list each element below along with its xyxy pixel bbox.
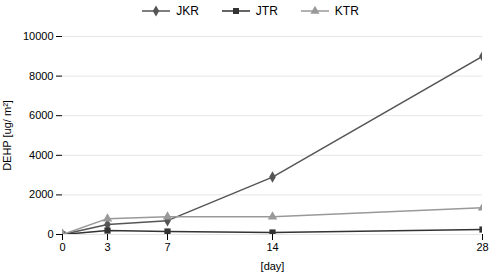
svg-text:10000: 10000 <box>23 30 54 42</box>
svg-text:0: 0 <box>59 241 65 253</box>
html-text:KTR: KTR <box>334 4 359 18</box>
svg-text:3: 3 <box>104 241 110 253</box>
html-text:JTR: JTR <box>255 4 278 18</box>
html-text:JKR: JKR <box>176 4 199 18</box>
svg-text:[day]: [day] <box>261 260 285 272</box>
svg-text:14: 14 <box>266 241 278 253</box>
svg-text:4000: 4000 <box>29 149 53 161</box>
svg-text:2000: 2000 <box>29 188 53 200</box>
svg-text:DEHP [ug/ m²]: DEHP [ug/ m²] <box>1 100 13 171</box>
svg-text:7: 7 <box>164 241 170 253</box>
svg-text:8000: 8000 <box>29 70 53 82</box>
svg-text:28: 28 <box>476 241 488 253</box>
svg-text:6000: 6000 <box>29 109 53 121</box>
svg-text:0: 0 <box>47 228 53 240</box>
